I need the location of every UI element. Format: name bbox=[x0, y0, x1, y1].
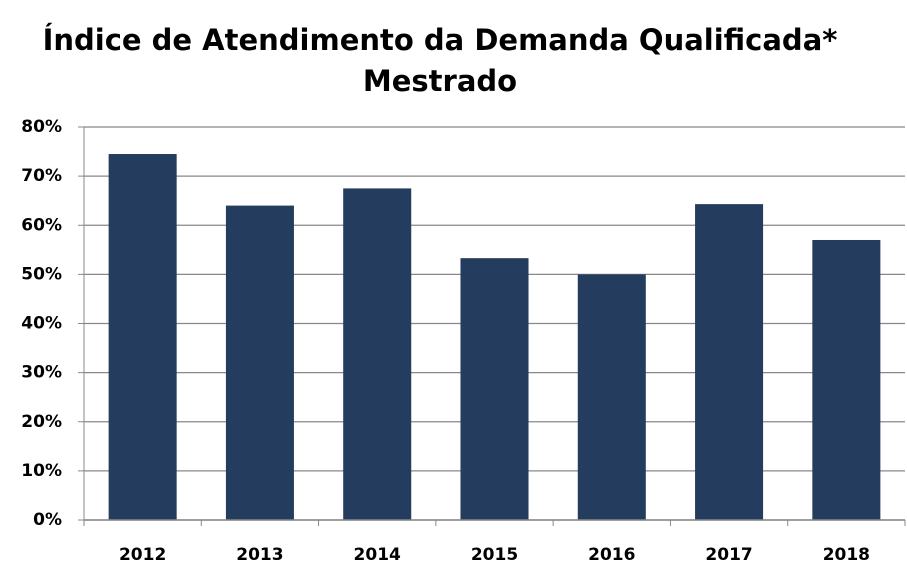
bar bbox=[812, 239, 881, 521]
chart-subtitle: Mestrado bbox=[363, 64, 517, 98]
bar bbox=[695, 204, 764, 520]
bar bbox=[108, 154, 177, 521]
bar bbox=[225, 205, 294, 520]
x-tick-label: 2015 bbox=[471, 545, 518, 565]
bar bbox=[343, 188, 412, 520]
x-tick-label: 2012 bbox=[119, 545, 166, 565]
y-tick-label: 40% bbox=[21, 314, 62, 334]
y-tick-label: 20% bbox=[21, 412, 62, 432]
y-tick-label: 10% bbox=[21, 461, 62, 481]
x-tick-label: 2016 bbox=[588, 545, 635, 565]
y-tick-label: 60% bbox=[21, 215, 62, 235]
y-tick-label: 0% bbox=[33, 510, 62, 530]
y-tick-label: 80% bbox=[21, 117, 62, 137]
y-tick-label: 70% bbox=[21, 166, 62, 186]
y-tick-label: 30% bbox=[21, 363, 62, 383]
chart-title: Índice de Atendimento da Demanda Qualifi… bbox=[43, 23, 838, 57]
x-tick-label: 2013 bbox=[236, 545, 283, 565]
bar bbox=[577, 274, 646, 520]
x-tick-label: 2018 bbox=[823, 545, 870, 565]
x-tick-label: 2014 bbox=[354, 545, 401, 565]
y-tick-label: 50% bbox=[21, 264, 62, 284]
bar bbox=[460, 258, 529, 520]
x-tick-label: 2017 bbox=[705, 545, 752, 565]
